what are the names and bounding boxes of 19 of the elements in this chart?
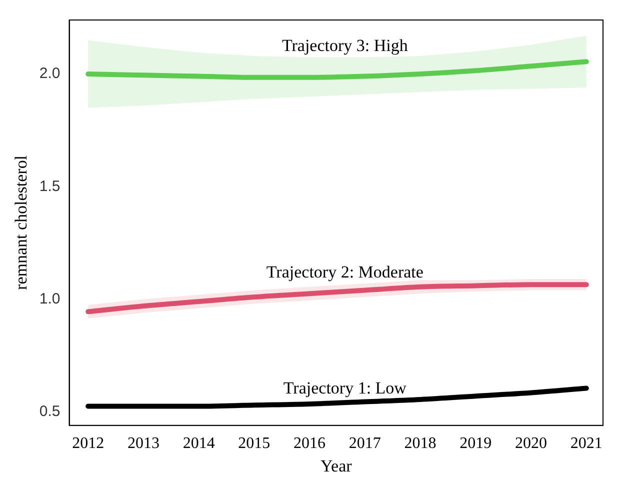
series-label: Trajectory 2: Moderate	[266, 262, 424, 282]
series-label: Trajectory 1: Low	[283, 378, 408, 398]
x-tick-label: 2019	[460, 435, 492, 452]
x-tick-label: 2017	[348, 435, 381, 452]
x-tick-label: 2012	[72, 435, 104, 452]
series-label: Trajectory 3: High	[282, 36, 408, 56]
x-tick-label: 2016	[294, 435, 326, 452]
x-tick-label: 2021	[570, 435, 602, 452]
y-tick-label: 2.0	[39, 65, 60, 82]
x-tick-label: 2020	[515, 435, 548, 452]
x-axis-title: Year	[320, 456, 352, 476]
y-tick-label: 0.5	[39, 403, 60, 420]
y-tick-label: 1.0	[39, 290, 60, 308]
x-tick-label: 2015	[238, 435, 270, 452]
x-tick-label: 2018	[404, 435, 436, 452]
y-tick-label: 1.5	[39, 178, 60, 195]
x-tick-label: 2014	[182, 435, 215, 452]
x-tick-label: 2013	[127, 435, 160, 452]
y-axis-title: remnant cholesterol	[12, 155, 31, 290]
